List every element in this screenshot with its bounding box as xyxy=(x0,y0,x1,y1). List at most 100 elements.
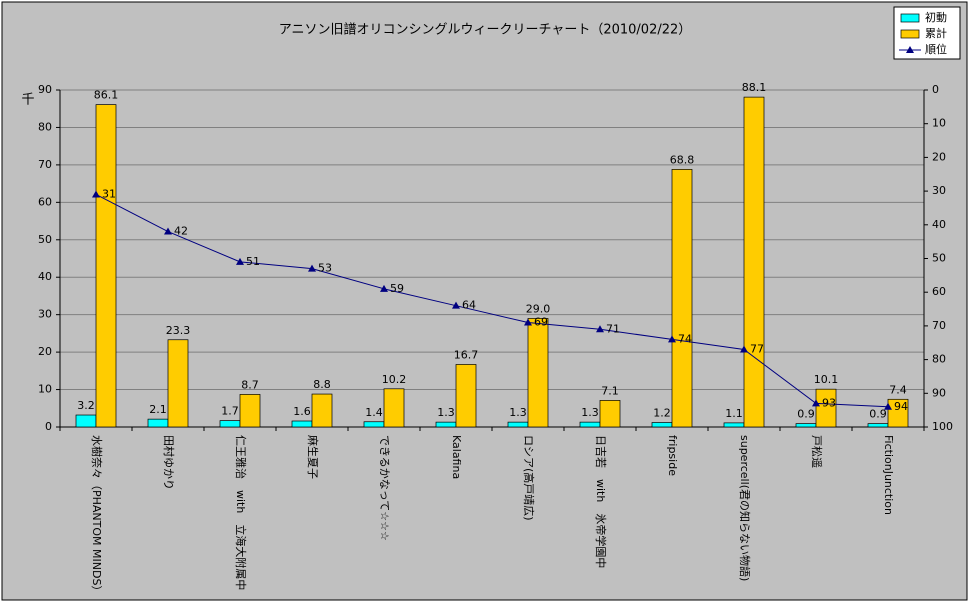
data-label: 71 xyxy=(606,322,620,335)
legend-swatch xyxy=(900,29,920,39)
y-axis-label: 千 xyxy=(21,93,34,108)
data-label: 0.9 xyxy=(869,408,887,421)
data-label: 7.4 xyxy=(889,383,907,396)
bar xyxy=(507,421,529,428)
marker xyxy=(668,335,676,343)
marker xyxy=(236,257,244,265)
marker xyxy=(452,301,460,309)
bar xyxy=(579,421,601,428)
bar xyxy=(291,420,313,428)
y2-tick-label: 50 xyxy=(932,252,946,265)
y-tick-label: 50 xyxy=(38,233,52,246)
data-label: 1.6 xyxy=(293,405,311,418)
y-tick-label: 30 xyxy=(38,308,52,321)
bar xyxy=(455,364,477,428)
x-tick-label: 水樹奈々（PHANTOM MINDS） xyxy=(90,435,104,596)
legend-label: 累計 xyxy=(925,26,947,40)
y-tick-label: 20 xyxy=(38,345,52,358)
line xyxy=(95,194,889,408)
data-label: 64 xyxy=(462,299,476,312)
data-label: 29.0 xyxy=(526,302,551,315)
marker xyxy=(596,325,604,333)
bar xyxy=(167,339,189,428)
x-tick-label: FictionJunction xyxy=(882,435,895,515)
bar xyxy=(219,420,241,428)
marker xyxy=(524,318,532,326)
y-tick-label: 60 xyxy=(38,195,52,208)
data-label: 77 xyxy=(750,342,764,355)
marker xyxy=(380,284,388,292)
x-tick-label: 戸松遥 xyxy=(810,435,824,468)
data-label: 1.1 xyxy=(725,407,743,420)
data-label: 7.1 xyxy=(601,384,619,397)
data-label: 1.3 xyxy=(581,406,599,419)
bar xyxy=(599,400,621,428)
x-tick-label: できるかなって☆☆☆ xyxy=(378,435,391,541)
bar xyxy=(147,418,169,428)
y-tick-label: 0 xyxy=(45,420,52,433)
data-label: 0.9 xyxy=(797,408,815,421)
bar xyxy=(75,414,97,428)
y2-tick-label: 90 xyxy=(932,386,946,399)
data-label: 31 xyxy=(102,187,116,200)
marker xyxy=(92,190,100,198)
bar xyxy=(795,423,817,428)
bar xyxy=(527,318,549,428)
legend-swatch xyxy=(900,13,920,23)
data-label: 3.2 xyxy=(77,399,95,412)
y2-tick-label: 60 xyxy=(932,285,946,298)
data-label: 16.7 xyxy=(454,348,479,361)
data-label: 1.3 xyxy=(437,406,455,419)
data-label: 1.4 xyxy=(365,406,383,419)
data-label: 86.1 xyxy=(94,89,119,102)
x-tick-label: 田村ゆかり xyxy=(162,435,176,490)
x-tick-label: 日吉若 with 氷帝学園中 xyxy=(594,435,608,568)
y2-tick-label: 100 xyxy=(932,420,953,433)
y2-tick-label: 30 xyxy=(932,184,946,197)
data-label: 1.7 xyxy=(221,405,239,418)
data-label: 74 xyxy=(678,332,692,345)
marker xyxy=(884,402,892,410)
y-tick-label: 80 xyxy=(38,120,52,133)
data-label: 53 xyxy=(318,262,332,275)
marker xyxy=(740,345,748,353)
data-label: 2.1 xyxy=(149,403,167,416)
data-label: 59 xyxy=(390,282,404,295)
bar xyxy=(671,169,693,428)
y-tick-label: 40 xyxy=(38,270,52,283)
data-label: 23.3 xyxy=(166,324,191,337)
x-tick-label: fripside xyxy=(666,435,679,476)
bar xyxy=(887,398,909,428)
data-label: 68.8 xyxy=(670,153,695,166)
x-tick-label: 麻生夏子 xyxy=(306,435,320,479)
y2-tick-label: 80 xyxy=(932,353,946,366)
bar xyxy=(815,388,837,428)
x-tick-label: 仁王雅治 with 立海大附属中 xyxy=(234,435,248,590)
data-label: 8.7 xyxy=(241,378,259,391)
data-label: 1.3 xyxy=(509,406,527,419)
bar xyxy=(363,421,385,428)
y-tick-label: 10 xyxy=(38,383,52,396)
chart-title: アニソン旧譜オリコンシングルウィークリーチャート（2010/02/22） xyxy=(279,23,692,38)
marker xyxy=(812,399,820,407)
y-tick-label: 90 xyxy=(38,83,52,96)
data-label: 93 xyxy=(822,396,836,409)
bar xyxy=(435,421,457,428)
bar xyxy=(651,422,673,428)
y2-tick-label: 10 xyxy=(932,117,946,130)
data-label: 51 xyxy=(246,255,260,268)
legend-label: 初動 xyxy=(925,10,947,24)
bar xyxy=(867,423,889,428)
x-tick-label: Kalafina xyxy=(450,435,463,479)
bar xyxy=(95,104,117,428)
y2-tick-label: 0 xyxy=(932,83,939,96)
data-label: 8.8 xyxy=(313,378,331,391)
x-tick-label: supercell(君の知らない物語) xyxy=(738,435,752,581)
data-label: 10.2 xyxy=(382,373,407,386)
legend-label: 順位 xyxy=(925,42,947,56)
y2-tick-label: 20 xyxy=(932,150,946,163)
data-label: 69 xyxy=(534,316,548,329)
x-tick-label: ロシア(高戸靖広) xyxy=(522,435,536,521)
